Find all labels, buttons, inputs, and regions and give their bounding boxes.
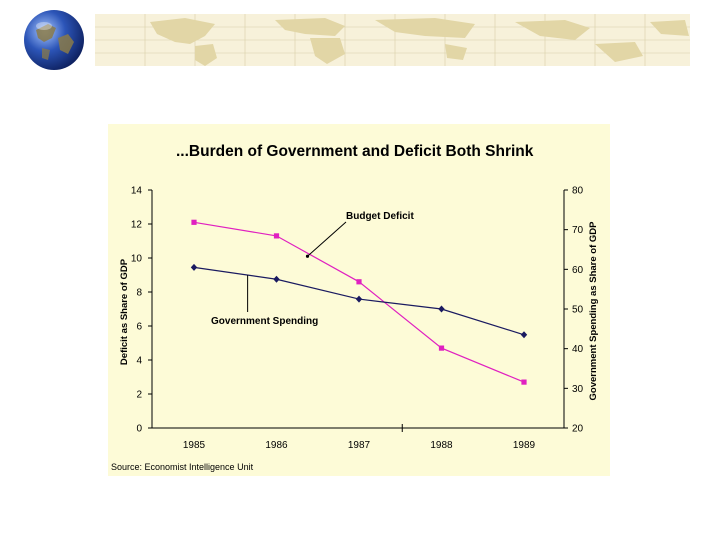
left-tick-label: 8 [136,288,142,299]
right-tick-label: 20 [572,424,584,435]
right-tick-label: 70 [572,225,584,236]
left-tick-label: 10 [131,254,143,265]
right-tick-label: 80 [572,186,584,197]
annotation-budget-deficit: Budget Deficit [346,211,414,222]
series-point [273,275,280,283]
chart: ...Burden of Government and Deficit Both… [111,143,599,472]
annotation-government-spending: Government Spending [211,316,318,327]
x-tick-label: 1987 [348,440,371,451]
x-tick-label: 1986 [265,440,288,451]
x-tick-label: 1988 [430,440,453,451]
series-point [356,279,362,285]
series-point [191,219,197,225]
left-tick-label: 4 [136,356,142,367]
series-point [521,379,527,385]
header-band [0,0,720,72]
y-axis-left-label: Deficit as Share of GDP [119,258,130,365]
x-tick-label: 1985 [183,440,206,451]
series-point [273,233,280,239]
left-tick-label: 2 [136,390,142,401]
chart-panel: ...Burden of Government and Deficit Both… [108,124,610,476]
x-axis-ticks: 1985 1986 1987 1988 1989 [183,424,536,451]
series-point [438,305,445,313]
left-tick-label: 6 [136,322,142,333]
right-tick-label: 60 [572,265,584,276]
right-tick-label: 40 [572,344,584,355]
source-note: Source: Economist Intelligence Unit [111,462,254,472]
right-tick-label: 30 [572,384,584,395]
annotation-leader-line [307,221,347,257]
world-map-strip [95,14,690,66]
globe-icon [24,10,84,70]
annotation-leader-dot [305,254,310,258]
right-axis-ticks: 20 30 40 50 60 70 80 [564,186,584,435]
left-axis-ticks: 0 2 4 6 8 10 12 14 [131,186,152,435]
y-axis-right-label: Government Spending as Share of GDP [588,221,599,401]
chart-title: ...Burden of Government and Deficit Both… [176,143,534,160]
annotations-layer: Budget Deficit Government Spending [211,211,414,327]
series-point [438,345,445,351]
right-tick-label: 50 [572,305,584,316]
series-point [355,295,363,303]
series-point [190,263,198,271]
series-point [520,331,528,339]
left-tick-label: 14 [131,186,143,197]
series-layer [190,219,528,385]
left-tick-label: 12 [131,220,143,231]
left-tick-label: 0 [136,424,142,435]
x-tick-label: 1989 [513,440,536,451]
